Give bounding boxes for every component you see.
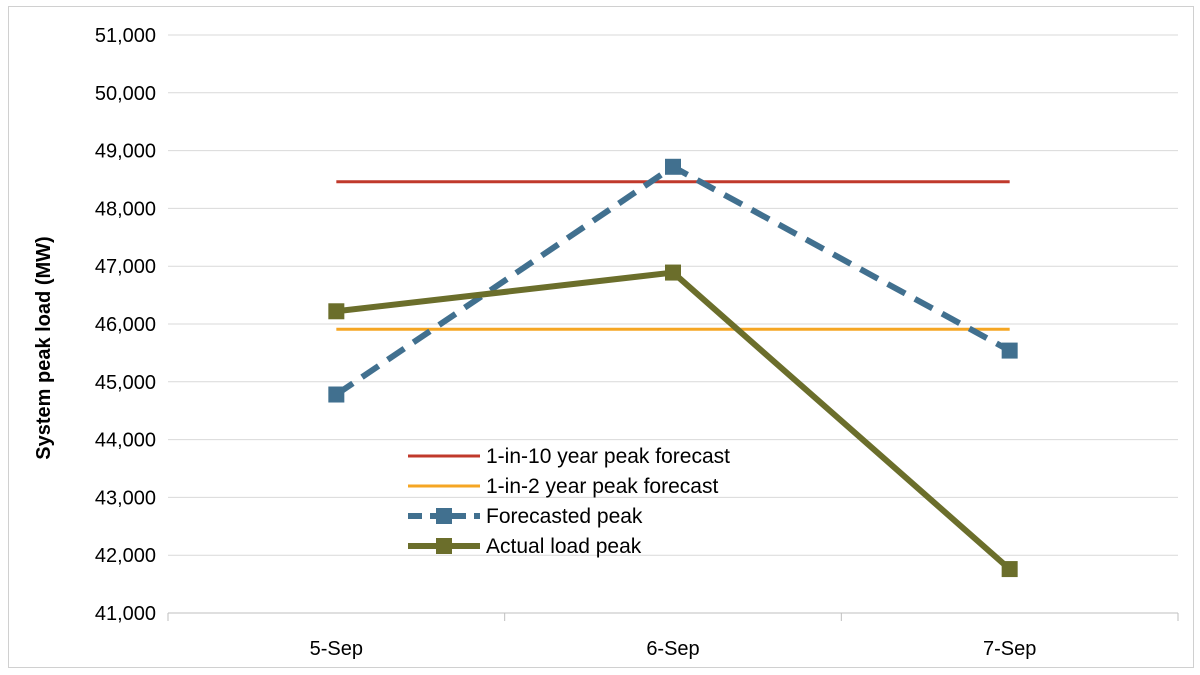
data-point-marker [1001,561,1018,578]
y-axis-title: System peak load (MW) [33,236,55,459]
y-tick-label: 42,000 [95,545,156,567]
axes: 41,000 42,000 43,000 44,000 45,000 46,000 47,0… [95,25,1179,660]
y-tick-label: 50,000 [95,83,156,105]
y-tick-label: 45,000 [95,372,156,394]
y-tick-label: 48,000 [95,198,156,220]
series-lines [328,158,1018,578]
legend-label: 1-in-10 year peak forecast [486,445,730,468]
x-tick-label: 6-Sep [646,638,699,660]
legend-marker [436,538,452,554]
legend: 1-in-10 year peak forecast 1-in-2 year pe… [408,445,730,558]
y-tick-label: 49,000 [95,141,156,163]
data-point-marker [1001,342,1018,359]
y-tick-label: 43,000 [95,487,156,509]
x-tick-label: 7-Sep [983,638,1036,660]
data-point-marker [665,264,681,281]
legend-label: Actual load peak [486,535,642,558]
data-point-marker [665,158,681,175]
y-tick-label: 51,000 [95,25,156,47]
y-tick-label: 44,000 [95,430,156,452]
y-tick-label: 41,000 [95,603,156,625]
y-tick-label: 47,000 [95,256,156,278]
legend-label: Forecasted peak [486,505,643,528]
legend-marker [436,508,452,524]
x-tick-label: 5-Sep [310,638,363,660]
data-point-marker [328,303,345,320]
legend-label: 1-in-2 year peak forecast [486,475,718,498]
series-line-4 [335,269,1012,572]
series-line-3 [334,163,1012,398]
gridlines [168,34,1178,556]
data-point-marker [328,386,345,403]
y-tick-label: 46,000 [95,314,156,336]
